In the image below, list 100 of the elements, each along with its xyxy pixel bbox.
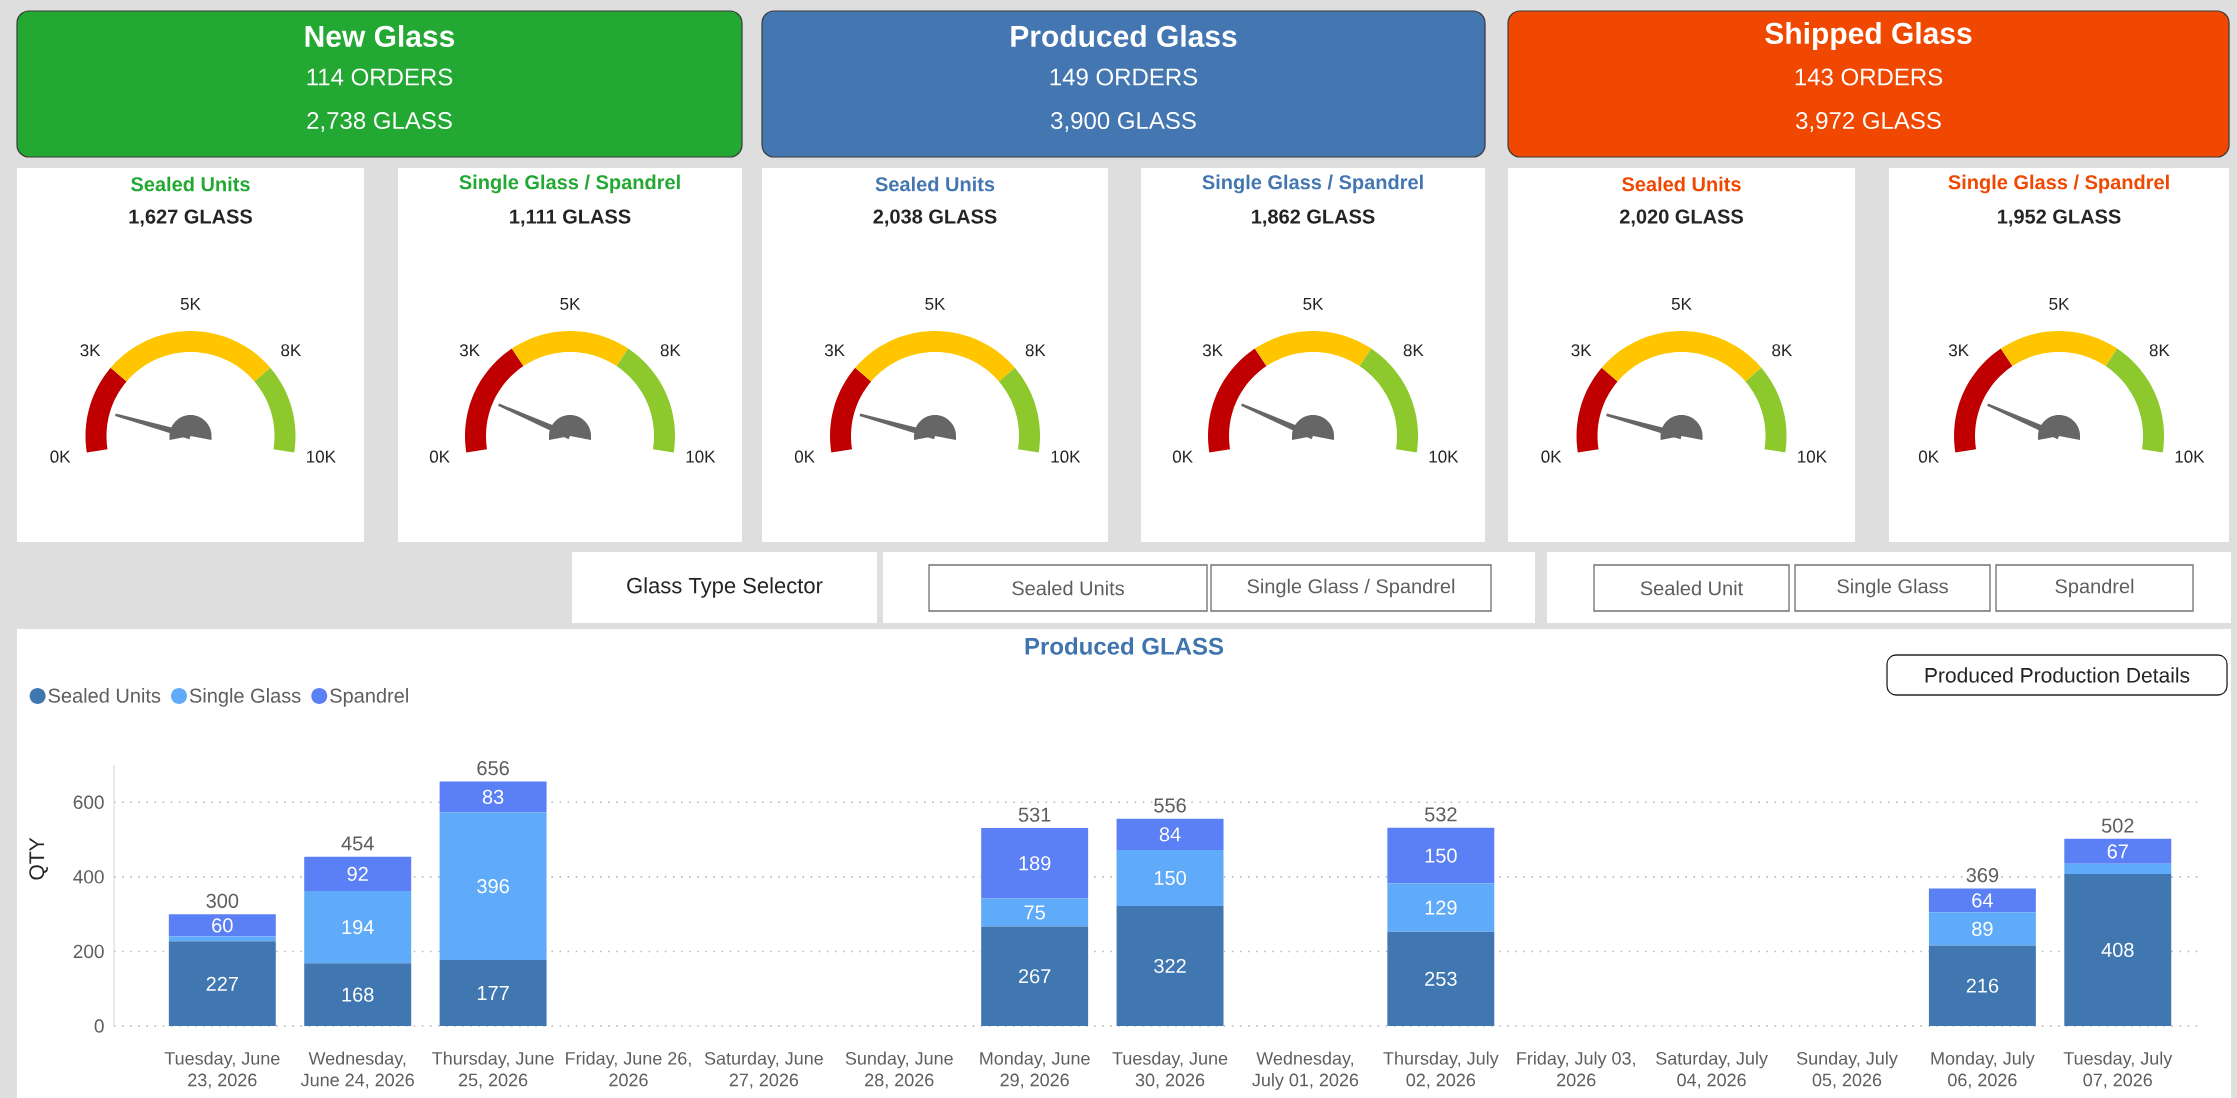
text: 5K <box>1303 298 1324 310</box>
y-tick-label: 400 <box>73 870 104 884</box>
data-label: 67 <box>2107 844 2128 859</box>
text: 0K <box>1541 450 1562 463</box>
x-tick-label: Wednesday, July 01, 2026 <box>1252 1051 1359 1090</box>
text: New Glass <box>305 24 455 48</box>
text: 8K <box>1403 344 1424 357</box>
text: Sealed Unit <box>1640 580 1744 596</box>
text: 0K <box>429 450 450 463</box>
text: 10K <box>1051 450 1081 463</box>
data-label: 60 <box>212 918 233 933</box>
data-label: 322 <box>1154 958 1186 974</box>
text: Produced Glass <box>1011 24 1237 48</box>
x-tick-label: Sunday, June 28, 2026 <box>845 1051 953 1089</box>
data-label: 168 <box>342 987 374 1002</box>
text: Spandrel <box>2055 578 2134 598</box>
text: 3K <box>1948 344 1969 357</box>
legend-label: Sealed Units <box>48 688 161 703</box>
chart-title: Single Glass / Spandrel <box>459 174 680 194</box>
legend-label: Spandrel <box>330 688 408 707</box>
total-label: 454 <box>341 836 374 851</box>
x-tick-label: Saturday, June 27, 2026 <box>704 1051 823 1089</box>
data-label: 89 <box>1972 921 1993 936</box>
text: Produced Production Details <box>1925 667 2190 683</box>
data-label: 92 <box>347 866 368 881</box>
text: 114 ORDERS <box>307 68 453 86</box>
data-label: 408 <box>2101 942 2134 958</box>
chart-title: Sealed Units <box>1622 176 1741 192</box>
x-tick-label: Tuesday, July 07, 2026 <box>2063 1051 2173 1089</box>
text: 143 ORDERS <box>1795 68 1943 86</box>
x-tick-label: Monday, July 06, 2026 <box>1931 1051 2035 1089</box>
chart-title: Sealed Units <box>131 176 250 192</box>
text: 0K <box>794 450 815 463</box>
chart-title: Single Glass / Spandrel <box>1948 174 2169 194</box>
data-label: 267 <box>1018 969 1051 984</box>
chart-subtitle: 1,627 GLASS <box>129 209 252 227</box>
chart-subtitle: 1,952 GLASS <box>1998 209 2121 227</box>
data-label: 253 <box>1425 971 1457 986</box>
x-tick-label: Friday, June 26, 2026 <box>566 1051 691 1087</box>
y-axis-title: QTY <box>29 837 48 880</box>
text: 10K <box>2175 450 2205 463</box>
data-label: 75 <box>1024 905 1045 920</box>
text: 8K <box>1772 344 1793 357</box>
text: Glass Type Selector <box>627 577 823 598</box>
chart-title: Single Glass / Spandrel <box>1202 174 1423 194</box>
text: Single Glass / Spandrel <box>1247 578 1455 598</box>
data-label: 84 <box>1159 827 1181 842</box>
y-tick-label: 200 <box>73 944 104 959</box>
text: Shipped Glass <box>1765 22 1972 50</box>
x-tick-label: Tuesday, June 23, 2026 <box>164 1051 280 1089</box>
text: 3K <box>80 344 101 357</box>
chart-title: Sealed Units <box>875 176 995 192</box>
text: 10K <box>686 450 716 463</box>
text: 5K <box>925 298 946 310</box>
text: 3K <box>1202 344 1223 357</box>
x-tick-label: Sunday, July 05, 2026 <box>1796 1051 1898 1089</box>
total-label: 369 <box>1966 868 1999 883</box>
y-tick-label: 0 <box>94 1019 104 1033</box>
data-label: 396 <box>477 879 509 894</box>
text: 8K <box>2149 344 2170 357</box>
chart-subtitle: 1,862 GLASS <box>1252 209 1375 227</box>
data-label: 177 <box>477 986 509 1000</box>
text: 3,972 GLASS <box>1796 112 1941 132</box>
x-tick-label: Saturday, July 04, 2026 <box>1656 1051 1768 1089</box>
text: 2,738 GLASS <box>307 112 452 132</box>
x-tick-label: Tuesday, June 30, 2026 <box>1112 1051 1228 1089</box>
x-tick-label: Wednesday, June 24, 2026 <box>300 1051 414 1089</box>
y-tick-label: 600 <box>73 795 104 810</box>
data-label: 227 <box>206 976 238 991</box>
text: 5K <box>2049 298 2070 310</box>
text: 5K <box>180 298 201 310</box>
data-label: 216 <box>1966 978 1999 993</box>
text: 8K <box>1025 344 1046 357</box>
x-tick-label: Monday, June 29, 2026 <box>980 1051 1090 1089</box>
legend-label: Single Glass <box>189 688 301 707</box>
data-label: 64 <box>1972 893 1993 908</box>
text: 0K <box>1172 450 1193 463</box>
text: 8K <box>660 344 681 357</box>
data-label: 129 <box>1425 900 1457 915</box>
text: 10K <box>1429 450 1459 463</box>
text: 0K <box>1918 450 1939 463</box>
text: 10K <box>307 450 336 463</box>
total-label: 531 <box>1018 807 1051 822</box>
data-label: 194 <box>342 920 374 935</box>
text: 3K <box>824 344 845 357</box>
text: 3K <box>459 344 480 357</box>
chart-subtitle: 2,038 GLASS <box>873 209 997 227</box>
data-label: 150 <box>1154 870 1186 886</box>
total-label: 656 <box>477 761 509 776</box>
x-tick-label: Friday, July 03, 2026 <box>1517 1051 1635 1087</box>
data-label: 189 <box>1019 856 1051 871</box>
x-tick-label: Thursday, July 02, 2026 <box>1383 1051 1499 1089</box>
chart-subtitle: 1,111 GLASS <box>510 209 631 227</box>
data-label: 83 <box>482 789 504 804</box>
text: 10K <box>1798 450 1827 463</box>
text: Sealed Units <box>1012 580 1124 596</box>
total-label: 532 <box>1424 807 1457 822</box>
text: 8K <box>281 344 302 357</box>
text: 5K <box>560 298 581 310</box>
data-label: 150 <box>1425 848 1457 863</box>
